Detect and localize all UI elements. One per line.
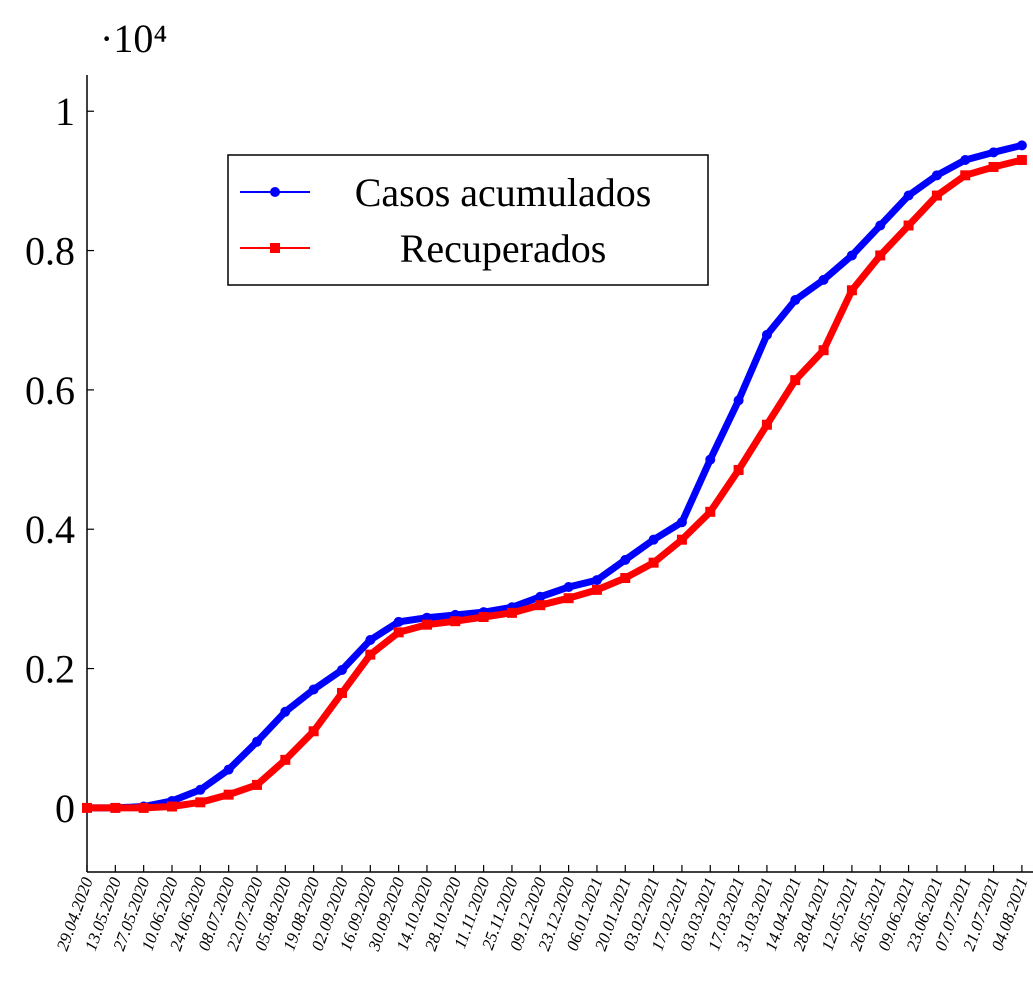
marker [818, 274, 829, 285]
marker [790, 375, 801, 386]
marker [393, 627, 404, 638]
legend: Casos acumulados Recuperados [227, 154, 709, 286]
legend-box [227, 154, 709, 286]
y-tick-label: 0 [55, 786, 75, 831]
marker [591, 575, 602, 586]
y-scale-label: ·10⁴ [100, 16, 167, 61]
marker [903, 220, 914, 231]
y-tick-label: 0.2 [25, 647, 75, 692]
marker [166, 801, 177, 812]
marker [846, 250, 857, 261]
legend-label: Casos acumulados [355, 170, 652, 215]
marker [648, 534, 659, 545]
marker [875, 220, 886, 231]
marker [563, 593, 574, 604]
marker [761, 419, 772, 430]
marker [818, 345, 829, 356]
y-tick-label: 1 [55, 89, 75, 134]
marker [988, 147, 999, 158]
marker [393, 616, 404, 627]
marker [591, 584, 602, 595]
marker [676, 517, 687, 528]
marker [535, 600, 546, 611]
marker [478, 612, 489, 623]
marker [988, 161, 999, 172]
marker [1016, 154, 1027, 165]
marker [82, 802, 92, 813]
y-tick-label: 0.8 [25, 229, 75, 274]
marker [223, 764, 234, 775]
marker [336, 664, 347, 675]
series-line [87, 141, 1023, 812]
marker [790, 295, 801, 306]
y-tick-label: 0.6 [25, 368, 75, 413]
marker [195, 797, 206, 808]
marker [676, 534, 687, 545]
marker [648, 557, 659, 568]
marker [110, 802, 121, 813]
legend-marker [270, 243, 280, 253]
marker [931, 170, 942, 181]
y-tick-label: 0.4 [25, 507, 75, 552]
marker [195, 784, 206, 795]
marker [450, 616, 461, 627]
marker [620, 573, 631, 584]
marker [308, 684, 319, 695]
marker [875, 250, 886, 261]
marker [251, 779, 262, 790]
marker [138, 802, 149, 813]
marker [903, 190, 914, 201]
legend-marker [270, 187, 280, 197]
marker [960, 154, 971, 165]
legend-label: Recuperados [400, 226, 607, 271]
marker [251, 736, 262, 747]
marker [223, 789, 234, 800]
marker [733, 465, 744, 476]
series-line [87, 156, 1023, 812]
marker [705, 506, 716, 517]
marker [931, 190, 942, 201]
marker [535, 591, 546, 602]
marker [846, 285, 857, 296]
marker [280, 706, 291, 717]
marker [705, 454, 716, 465]
marker [506, 607, 517, 618]
marker [761, 329, 772, 340]
marker [620, 554, 631, 565]
marker [960, 170, 971, 181]
marker [365, 635, 376, 646]
marker [563, 582, 574, 593]
marker [365, 649, 376, 660]
marker [733, 395, 744, 406]
marker [421, 619, 432, 630]
marker [1016, 140, 1027, 151]
marker [336, 687, 347, 698]
marker [280, 754, 291, 765]
marker [308, 726, 319, 737]
